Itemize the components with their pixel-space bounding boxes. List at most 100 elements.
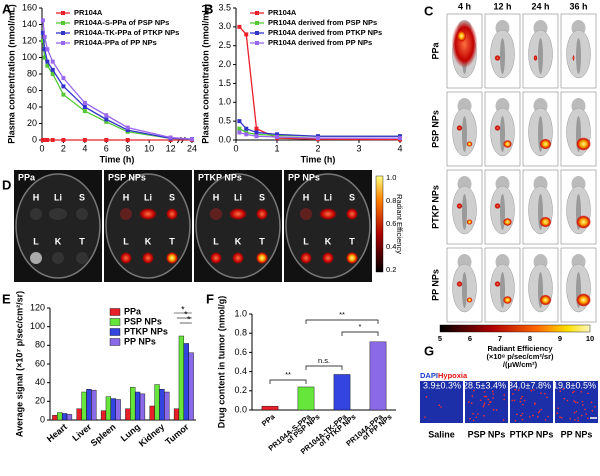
organ (300, 208, 312, 220)
y-tick-label: 1.5 (218, 78, 231, 88)
stain-dot (574, 419, 576, 421)
stain-dot (484, 395, 487, 398)
y-tick-label: 20 (27, 118, 37, 128)
data-point (254, 126, 259, 131)
y-axis-label: Plasma concentration (nmol/mL) (200, 4, 210, 144)
colorbar-tick-label: 0.6 (386, 219, 396, 228)
organ (256, 252, 268, 264)
data-point (190, 137, 194, 142)
organ (229, 208, 247, 220)
organ (300, 252, 312, 264)
data-point (61, 138, 66, 142)
organ (346, 208, 358, 220)
stain-image: 19.8±0.5% (553, 380, 598, 423)
y-tick-label: 0 (32, 134, 37, 144)
column-label: 4 h (458, 1, 471, 11)
signal (456, 203, 463, 209)
signal (539, 138, 552, 150)
significance-label: ** (339, 310, 345, 319)
data-point (125, 128, 130, 133)
stain-dot (594, 405, 596, 408)
data-point (398, 136, 402, 141)
organ-label: T (259, 236, 265, 246)
dish-label: PTKP NPs (198, 172, 242, 182)
stain-dot (495, 409, 498, 411)
signal (456, 30, 467, 42)
bar (178, 335, 185, 421)
stain-dot (569, 417, 571, 420)
y-tick-label: 2.5 (218, 40, 231, 50)
stain-dot (514, 419, 517, 422)
stain-dot (487, 398, 490, 401)
data-point (237, 130, 242, 135)
stain-dot (440, 406, 442, 408)
stain-dot (470, 402, 473, 405)
signal (494, 281, 501, 287)
stain-dot (586, 417, 589, 420)
colorbar-tick-label: 0.2 (386, 265, 396, 274)
mouse-image (446, 13, 483, 89)
y-tick-label: 140 (22, 19, 37, 29)
stain-dot (532, 388, 535, 391)
organ (49, 208, 67, 220)
data-point (42, 47, 47, 52)
legend-marker (255, 31, 259, 35)
image-bg (420, 381, 463, 423)
colorbar-tick-label: 0.8 (386, 196, 396, 205)
colorbar-tick-label: 10 (586, 334, 594, 343)
data-point (82, 100, 87, 105)
organ-label: H (303, 192, 310, 202)
stain-dot (438, 404, 441, 407)
data-point (40, 30, 45, 35)
organ-label: K (325, 236, 332, 246)
stain-dot (528, 416, 531, 418)
dish (285, 173, 371, 279)
colorbar-title: /(μW/cm²) (503, 360, 538, 369)
y-tick-label: 120 (30, 302, 45, 312)
panel-letter: A (2, 1, 12, 16)
x-tick-label: 24 (187, 143, 197, 153)
data-point (42, 138, 47, 142)
stain-dot (587, 392, 589, 395)
significance-bracket (305, 365, 343, 370)
column-label: 12 h (493, 1, 511, 11)
stain-dot (544, 392, 546, 395)
bar (134, 391, 141, 421)
organ (166, 252, 178, 264)
colorbar-tick-label: 5 (438, 334, 442, 343)
dish-image: PP NPs H Li S L K T (284, 170, 372, 282)
mouse-spine (538, 38, 543, 74)
mouse-image (446, 91, 483, 167)
colorbar (439, 324, 591, 333)
bar (188, 352, 194, 421)
dish-label: PP NPs (288, 172, 320, 182)
stain-dot (512, 393, 514, 395)
signal (576, 293, 591, 307)
legend-label: PR104A (74, 8, 103, 17)
y-tick-label: 160 (22, 2, 37, 12)
x-tick-label: 4 (397, 143, 402, 153)
legend-label: PR104A derived from PTKP NPs (268, 28, 382, 37)
stain-dot (473, 389, 475, 392)
stain-dot (557, 407, 559, 410)
colorbar-tick-label: 6 (468, 334, 472, 343)
data-point (45, 59, 50, 64)
data-point (45, 47, 50, 52)
y-tick-label: 0.0 (218, 134, 231, 144)
data-point (275, 132, 279, 137)
mouse-image (484, 247, 521, 323)
bar (261, 405, 279, 411)
organ (256, 208, 268, 220)
x-tick-label: 2 (61, 143, 66, 153)
legend-label: PP NPs (124, 336, 156, 346)
organ (166, 208, 178, 220)
x-tick-label: PPa (260, 412, 277, 429)
mouse-spine (462, 116, 467, 152)
panel-letter: B (204, 1, 213, 16)
significance-label: * (187, 314, 191, 324)
organ (139, 208, 157, 220)
stain-dot (523, 399, 526, 402)
signal (456, 125, 463, 131)
bar (297, 386, 315, 411)
legend-label: PR104A-S-PPa of PSP NPs (74, 18, 169, 27)
